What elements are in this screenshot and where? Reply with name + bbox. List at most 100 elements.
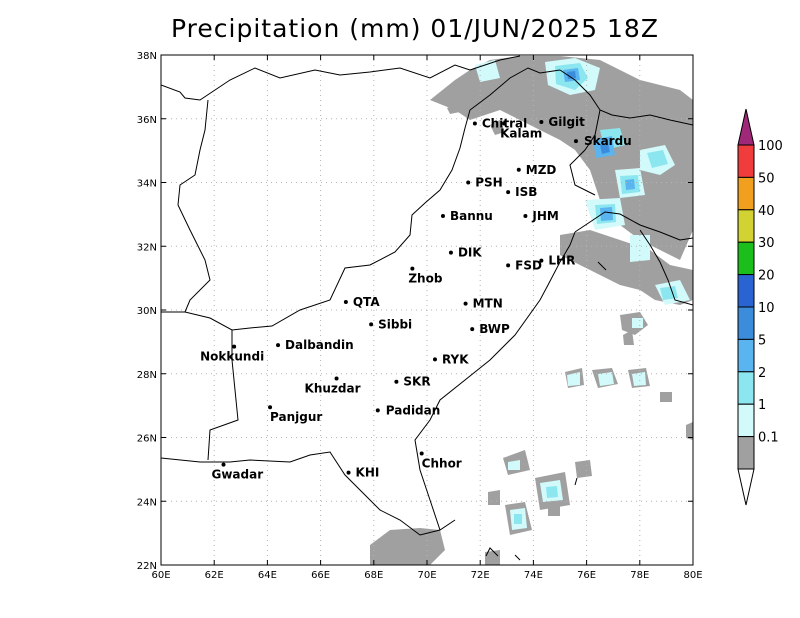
city-label: Skardu (584, 134, 632, 148)
y-tick-label: 24N (137, 497, 157, 508)
x-tick-label: 80E (683, 570, 702, 581)
city-marker (440, 213, 445, 218)
city-label: PSH (475, 176, 502, 190)
colorbar: 100 50 40 30 20 10 5 2 1 0.1 (737, 108, 783, 506)
colorbar-label: 20 (758, 269, 775, 284)
colorbar-label: 30 (758, 236, 775, 251)
city-marker (346, 470, 351, 475)
colorbar-label: 5 (758, 333, 766, 348)
city-label: DIK (458, 246, 482, 260)
x-tick-label: 66E (311, 570, 330, 581)
city-label: Panjgur (270, 410, 322, 424)
colorbar-label: 1 (758, 398, 766, 413)
city-marker (334, 376, 339, 381)
colorbar-segment (737, 144, 755, 178)
city-label: Sibbi (378, 317, 412, 331)
colorbar-bottom-arrow (737, 468, 755, 506)
colorbar-segment (737, 436, 755, 470)
city-label: SKR (403, 375, 430, 389)
city-marker (343, 300, 348, 305)
x-tick-label: 60E (151, 570, 170, 581)
y-tick-label: 34N (137, 179, 157, 190)
city-marker (232, 344, 237, 349)
city-marker (448, 250, 453, 255)
axes: 60E 62E 64E 66E 68E 70E 72E 74E 76E 78E 80E 22N 24N 2… (137, 51, 703, 581)
x-tick-label: 62E (205, 570, 224, 581)
colorbar-segment (737, 306, 755, 340)
city-markers: ChitralGilgitKalamSkarduMZDPSHISBJHMBann… (200, 115, 632, 482)
x-tick-label: 70E (417, 570, 436, 581)
city-marker (466, 180, 471, 185)
city-marker (410, 266, 415, 271)
city-marker (432, 357, 437, 362)
y-tick-label: 26N (137, 434, 157, 445)
city-marker (506, 190, 511, 195)
city-label: Nokkundi (200, 350, 264, 364)
city-label: Chhor (422, 456, 462, 470)
x-tick-label: 74E (524, 570, 543, 581)
colorbar-segment (737, 338, 755, 373)
city-label: MTN (473, 297, 503, 311)
x-tick-label: 68E (364, 570, 383, 581)
city-marker (375, 408, 380, 413)
city-marker (573, 139, 578, 144)
colorbar-top-arrow (737, 108, 755, 146)
city-label: MZD (526, 163, 557, 177)
colorbar-label: 40 (758, 204, 775, 219)
city-marker (394, 379, 399, 384)
city-marker (419, 451, 424, 456)
colorbar-label: 50 (758, 171, 775, 186)
x-tick-label: 72E (471, 570, 490, 581)
city-label: LHR (548, 254, 575, 268)
colorbar-label: 100 (758, 139, 783, 154)
city-label: Kalam (500, 127, 542, 141)
precipitation-shading (370, 56, 693, 565)
y-tick-label: 32N (137, 242, 157, 253)
colorbar-label: 0.1 (758, 431, 779, 446)
y-tick-label: 38N (137, 51, 157, 62)
colorbar-label: 10 (758, 301, 775, 316)
colorbar-segment (737, 176, 755, 211)
x-tick-label: 78E (630, 570, 649, 581)
city-label: FSD (515, 258, 542, 272)
city-label: Zhob (408, 272, 442, 286)
boundaries (161, 55, 693, 561)
colorbar-label: 2 (758, 366, 766, 381)
x-tick-label: 64E (258, 570, 277, 581)
chart-title: Precipitation (mm) 01/JUN/2025 18Z (171, 14, 659, 43)
city-label: BWP (479, 322, 510, 336)
colorbar-segment (737, 274, 755, 308)
city-marker (539, 119, 544, 124)
city-marker (516, 167, 521, 172)
city-label: JHM (531, 209, 558, 223)
colorbar-segment (737, 403, 755, 438)
grid-lines (161, 55, 693, 565)
y-tick-label: 22N (137, 561, 157, 572)
city-marker (276, 343, 281, 348)
y-tick-label: 36N (137, 115, 157, 126)
city-marker (506, 263, 511, 268)
city-label: RYK (442, 352, 469, 366)
city-marker (539, 258, 544, 263)
city-marker (221, 462, 226, 467)
x-tick-label: 76E (577, 570, 596, 581)
city-marker (470, 327, 475, 332)
colorbar-segment (737, 371, 755, 405)
city-label: Bannu (450, 209, 493, 223)
city-marker (523, 213, 528, 218)
city-label: Dalbandin (285, 338, 354, 352)
city-marker (369, 322, 374, 327)
city-label: ISB (515, 185, 537, 199)
city-label: Gilgit (548, 115, 585, 129)
city-marker (268, 405, 273, 410)
y-tick-label: 30N (137, 306, 157, 317)
city-label: Khuzdar (305, 382, 361, 396)
city-marker (502, 121, 507, 126)
y-tick-label: 28N (137, 370, 157, 381)
colorbar-segment (737, 241, 755, 276)
city-label: QTA (353, 295, 380, 309)
city-marker (463, 301, 468, 306)
city-label: KHI (356, 466, 380, 480)
city-label: Padidan (386, 403, 441, 417)
